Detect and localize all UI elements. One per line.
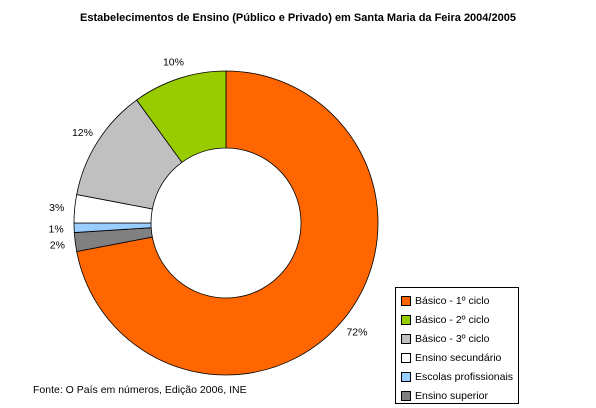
legend-item: Básico - 2º ciclo [401,310,518,329]
legend-label: Básico - 2º ciclo [415,313,490,326]
legend-label: Básico - 1º ciclo [415,294,490,307]
legend-item: Básico - 1º ciclo [401,291,518,310]
legend-item: Básico - 3º ciclo [401,329,518,348]
donut-slice [76,70,379,376]
legend-swatch [401,390,411,401]
legend-swatch [401,295,411,306]
legend-label: Ensino superior [415,389,488,402]
data-label: 3% [49,202,64,214]
legend-swatch [401,352,411,363]
legend-item: Ensino secundário [401,348,518,367]
chart-legend: Básico - 1º ciclo Básico - 2º ciclo Bási… [395,287,519,404]
legend-item: Ensino superior [401,386,518,405]
legend-label: Básico - 3º ciclo [415,332,490,345]
source-note: Fonte: O País em números, Edição 2006, I… [33,384,247,396]
legend-label: Ensino secundário [415,351,502,364]
data-label: 72% [346,326,367,338]
chart-title: Estabelecimentos de Ensino (Público e Pr… [80,12,516,24]
legend-item: Escolas profissionais [401,367,518,386]
data-label: 2% [50,239,65,251]
legend-swatch [401,333,411,344]
data-label: 10% [163,56,184,68]
legend-label: Escolas profissionais [415,370,514,383]
legend-swatch [401,371,411,382]
legend-swatch [401,314,411,325]
data-label: 12% [72,127,93,139]
data-label: 1% [48,223,63,235]
donut-slice [136,70,227,163]
